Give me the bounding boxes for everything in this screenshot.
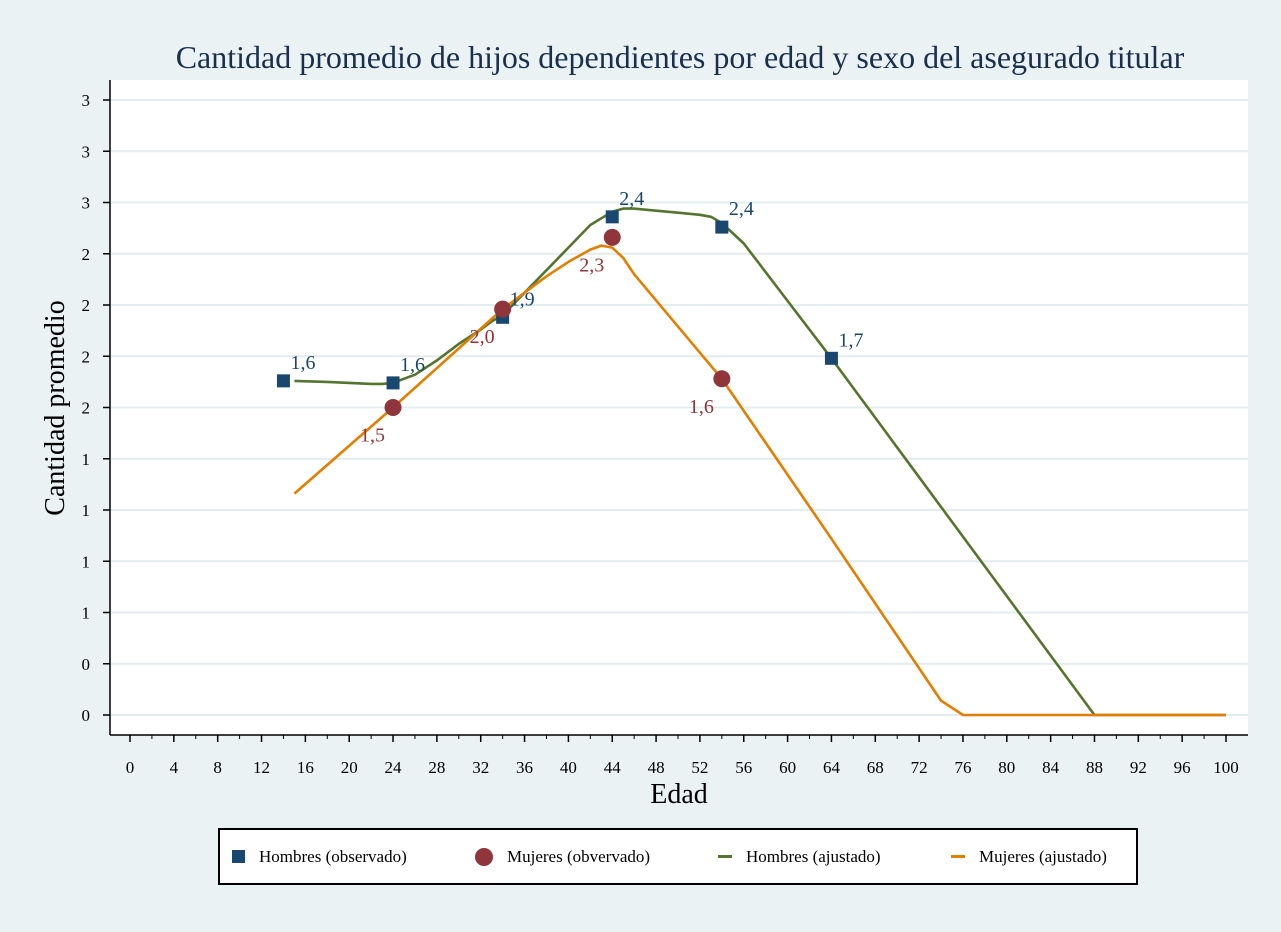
hombres-data-label: 1,7 [838, 329, 863, 351]
x-tick-label: 80 [998, 758, 1015, 777]
x-tick-label: 68 [867, 758, 884, 777]
gridlines [111, 99, 1248, 716]
x-tick-label: 12 [253, 758, 270, 777]
y-tick-label: 3 [82, 91, 91, 110]
y-tick-label: 1 [82, 604, 91, 623]
square-marker-icon [232, 850, 245, 863]
x-tick-label: 96 [1174, 758, 1191, 777]
legend-item-mujeres-ajustado: Mujeres (ajustado) [951, 830, 1107, 883]
legend-label: Hombres (observado) [259, 846, 407, 866]
x-tick-label: 84 [1042, 758, 1060, 777]
legend-item-hombres-ajustado: Hombres (ajustado) [718, 830, 881, 883]
data-labels: 1,6 1,6 1,9 2,4 2,4 1,7 1,5 2,0 2,3 1,6 [290, 188, 863, 447]
y-tick-label: 2 [82, 296, 91, 315]
mujeres-ajustado-line [293, 244, 1226, 717]
x-tick-label: 36 [516, 758, 533, 777]
x-tick-label: 40 [560, 758, 577, 777]
mujeres-data-label: 1,5 [360, 425, 385, 447]
x-tick-label: 60 [779, 758, 796, 777]
x-axis: 0 4 8 12 16 20 24 28 32 36 40 44 48 52 56 60 64 68 72 76 80 8… [110, 734, 1248, 777]
hombres-observado-marker [715, 220, 729, 234]
x-tick-label: 64 [823, 758, 841, 777]
observed-markers [276, 210, 838, 416]
hombres-observado-marker [276, 374, 290, 388]
x-tick-label: 28 [428, 758, 445, 777]
x-tick-label: 32 [472, 758, 489, 777]
legend-label: Mujeres (obvervado) [507, 846, 651, 866]
x-axis-title: Edad [650, 779, 708, 810]
x-tick-label: 16 [297, 758, 314, 777]
x-tick-label: 4 [170, 758, 179, 777]
y-tick-label: 0 [82, 706, 91, 725]
x-tick-label: 52 [691, 758, 708, 777]
x-tick-label: 44 [604, 758, 622, 777]
orange-line-icon [951, 855, 965, 858]
y-tick-label: 1 [82, 450, 91, 469]
x-tick-label: 20 [341, 758, 358, 777]
legend-item-hombres-observado: Hombres (observado) [232, 830, 407, 883]
legend-label: Hombres (ajustado) [746, 846, 881, 866]
legend-item-mujeres-observado: Mujeres (obvervado) [475, 830, 650, 883]
mujeres-observado-marker [713, 370, 731, 388]
hombres-data-label: 1,6 [400, 354, 425, 376]
hombres-observado-marker [605, 210, 619, 224]
y-tick-label: 2 [82, 245, 91, 264]
y-axis-title: Cantidad promedio [40, 300, 71, 515]
hombres-data-label: 2,4 [619, 188, 644, 210]
hombres-observado-marker [824, 351, 838, 365]
y-tick-label: 2 [82, 347, 91, 366]
x-tick-label: 0 [126, 758, 135, 777]
x-tick-label: 72 [911, 758, 928, 777]
x-tick-label: 76 [954, 758, 971, 777]
y-tick-label: 2 [82, 399, 91, 418]
x-tick-label: 100 [1213, 758, 1239, 777]
mujeres-data-label: 1,6 [689, 396, 714, 418]
y-tick-label: 0 [82, 655, 91, 674]
mujeres-observado-marker [384, 399, 402, 416]
legend-label: Mujeres (ajustado) [979, 846, 1107, 866]
y-tick-label: 3 [82, 194, 91, 213]
mujeres-observado-marker [603, 228, 621, 246]
green-line-icon [718, 855, 732, 858]
hombres-data-label: 2,4 [729, 198, 754, 220]
mujeres-data-label: 2,3 [579, 254, 604, 276]
mujeres-observado-marker [494, 300, 512, 318]
x-tick-label: 56 [735, 758, 752, 777]
circle-marker-icon [475, 847, 493, 866]
fitted-lines [293, 207, 1226, 717]
hombres-data-label: 1,6 [290, 352, 315, 374]
x-tick-label: 24 [385, 758, 403, 777]
x-tick-label: 92 [1130, 758, 1147, 777]
legend: Hombres (observado) Mujeres (obvervado) … [218, 828, 1138, 885]
hombres-data-label: 1,9 [510, 288, 535, 310]
y-tick-label: 1 [82, 552, 91, 571]
x-tick-label: 8 [213, 758, 222, 777]
hombres-observado-marker [386, 376, 400, 390]
chart-title: Cantidad promedio de hijos dependientes … [176, 39, 1185, 75]
mujeres-data-label: 2,0 [470, 326, 495, 348]
x-tick-label: 48 [648, 758, 665, 777]
y-tick-label: 1 [82, 501, 91, 520]
x-tick-label: 88 [1086, 758, 1103, 777]
y-tick-label: 3 [82, 142, 91, 161]
y-axis: 0 0 1 1 1 1 2 2 2 2 3 3 3 [82, 80, 111, 735]
